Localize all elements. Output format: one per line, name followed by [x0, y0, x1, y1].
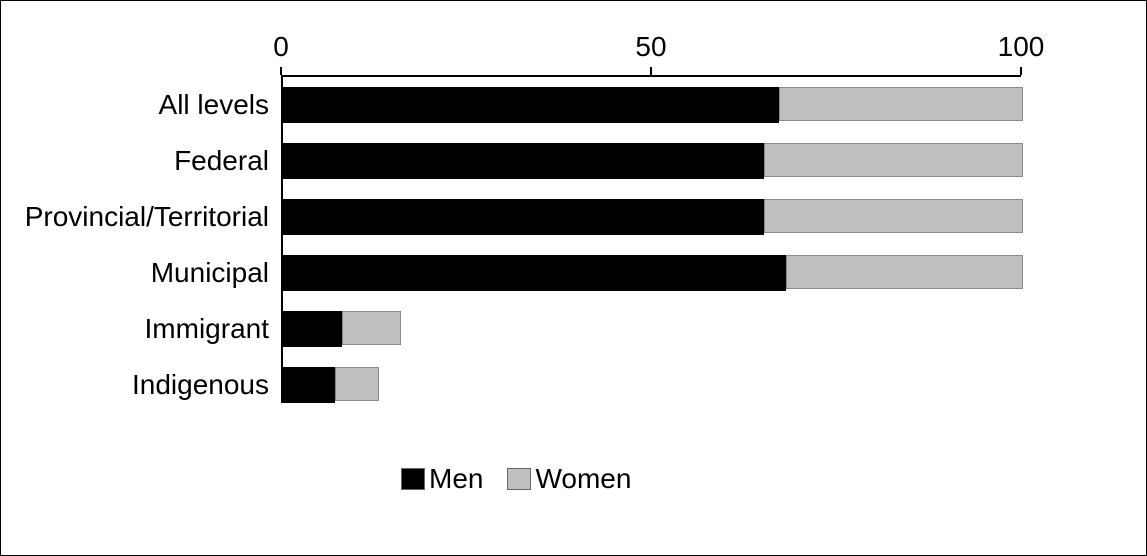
bar-segment-men	[283, 367, 335, 403]
category-label: Federal	[174, 145, 269, 177]
bar-segment-women	[335, 367, 379, 401]
bar-segment-men	[283, 255, 786, 291]
bar-row	[283, 311, 401, 347]
category-label: Provincial/Territorial	[25, 201, 269, 233]
legend: Men Women	[401, 463, 631, 495]
bar-segment-men	[283, 311, 342, 347]
bar-segment-men	[283, 143, 764, 179]
bar-segment-men	[283, 199, 764, 235]
x-tick-label: 0	[273, 31, 289, 63]
bar-segment-women	[342, 311, 401, 345]
x-tick-label: 50	[635, 31, 666, 63]
y-axis-line	[281, 75, 283, 403]
x-axis-line	[281, 75, 1021, 77]
category-label: Indigenous	[132, 369, 269, 401]
legend-swatch-men	[401, 468, 425, 490]
bar-row	[283, 143, 1023, 179]
bar-segment-men	[283, 87, 779, 123]
bar-row	[283, 199, 1023, 235]
bar-segment-women	[779, 87, 1023, 121]
bar-row	[283, 367, 379, 403]
legend-label: Men	[429, 463, 483, 495]
bar-segment-women	[764, 143, 1023, 177]
x-tick	[1020, 67, 1022, 75]
category-label: All levels	[159, 89, 269, 121]
legend-item-men: Men	[401, 463, 483, 495]
category-label: Municipal	[151, 257, 269, 289]
chart-container: 0 50 100 All levels Federal Provincial/Terri…	[0, 0, 1147, 556]
x-tick	[650, 67, 652, 75]
bar-segment-women	[764, 199, 1023, 233]
legend-swatch-women	[507, 468, 531, 490]
bar-row	[283, 255, 1023, 291]
bar-row	[283, 87, 1023, 123]
x-tick	[280, 67, 282, 75]
legend-item-women: Women	[507, 463, 631, 495]
bar-segment-women	[786, 255, 1023, 289]
legend-label: Women	[535, 463, 631, 495]
x-tick-label: 100	[998, 31, 1045, 63]
category-label: Immigrant	[145, 313, 269, 345]
